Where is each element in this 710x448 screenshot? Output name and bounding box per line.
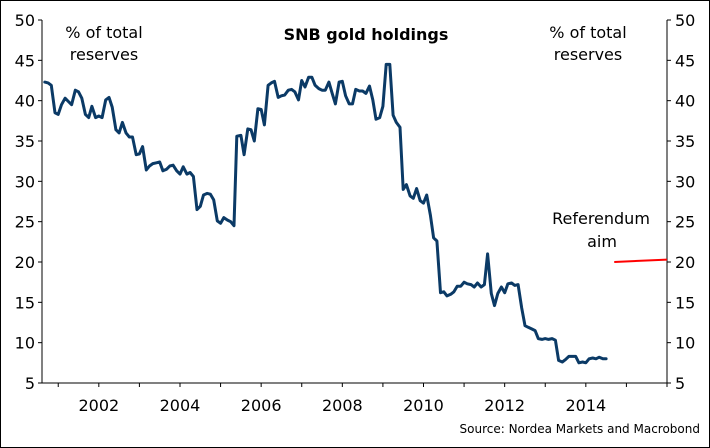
y-tick-label-left: 15 xyxy=(15,293,35,312)
chart-title: SNB gold holdings xyxy=(284,25,449,44)
axes-group xyxy=(41,20,668,384)
x-tick-label: 2012 xyxy=(484,396,525,415)
y-tick-label-left: 5 xyxy=(25,374,35,393)
series-group xyxy=(43,62,608,365)
x-ticks: 2002 2004 2006 2008 2010 2012 2014 xyxy=(57,383,668,415)
y-tick-label-right: 10 xyxy=(675,334,695,353)
y-tick-label-right: 50 xyxy=(675,11,695,30)
left-y-unit-line2: reserves xyxy=(70,45,138,64)
y-tick-label-left: 10 xyxy=(15,334,35,353)
y-tick-label-right: 15 xyxy=(675,293,695,312)
x-tick-label: 2008 xyxy=(322,396,363,415)
x-tick-label: 2004 xyxy=(160,396,201,415)
y-tick-label-left: 45 xyxy=(15,51,35,70)
left-y-unit-line1: % of total xyxy=(65,23,142,42)
y-tick-label-right: 35 xyxy=(675,132,695,151)
y-tick-label-right: 5 xyxy=(675,374,685,393)
y-tick-label-right: 45 xyxy=(675,51,695,70)
y-tick-label-left: 35 xyxy=(15,132,35,151)
right-y-ticks: 5 10 15 20 25 30 35 40 45 50 xyxy=(667,11,695,393)
source-note: Source: Nordea Markets and Macrobond xyxy=(460,422,701,436)
y-tick-label-right: 30 xyxy=(675,172,695,191)
annotation-group xyxy=(614,258,668,263)
x-tick-label: 2006 xyxy=(241,396,282,415)
annotation-aim-label: aim xyxy=(587,232,617,251)
y-tick-label-left: 25 xyxy=(15,213,35,232)
referendum-aim-line xyxy=(614,258,668,263)
left-y-ticks: 5 10 15 20 25 30 35 40 45 50 xyxy=(15,11,42,393)
y-tick-label-left: 30 xyxy=(15,172,35,191)
y-tick-label-right: 25 xyxy=(675,213,695,232)
gold-holdings-line xyxy=(43,62,608,365)
y-tick-label-left: 40 xyxy=(15,92,35,111)
x-tick-label: 2002 xyxy=(78,396,119,415)
right-y-unit-line2: reserves xyxy=(554,45,622,64)
y-tick-label-left: 20 xyxy=(15,253,35,272)
x-tick-label: 2014 xyxy=(565,396,606,415)
annotation-referendum-label: Referendum xyxy=(552,209,650,228)
y-tick-label-left: 50 xyxy=(15,11,35,30)
y-tick-label-right: 20 xyxy=(675,253,695,272)
x-tick-label: 2010 xyxy=(403,396,444,415)
y-tick-label-right: 40 xyxy=(675,92,695,111)
right-y-unit-line1: % of total xyxy=(549,23,626,42)
